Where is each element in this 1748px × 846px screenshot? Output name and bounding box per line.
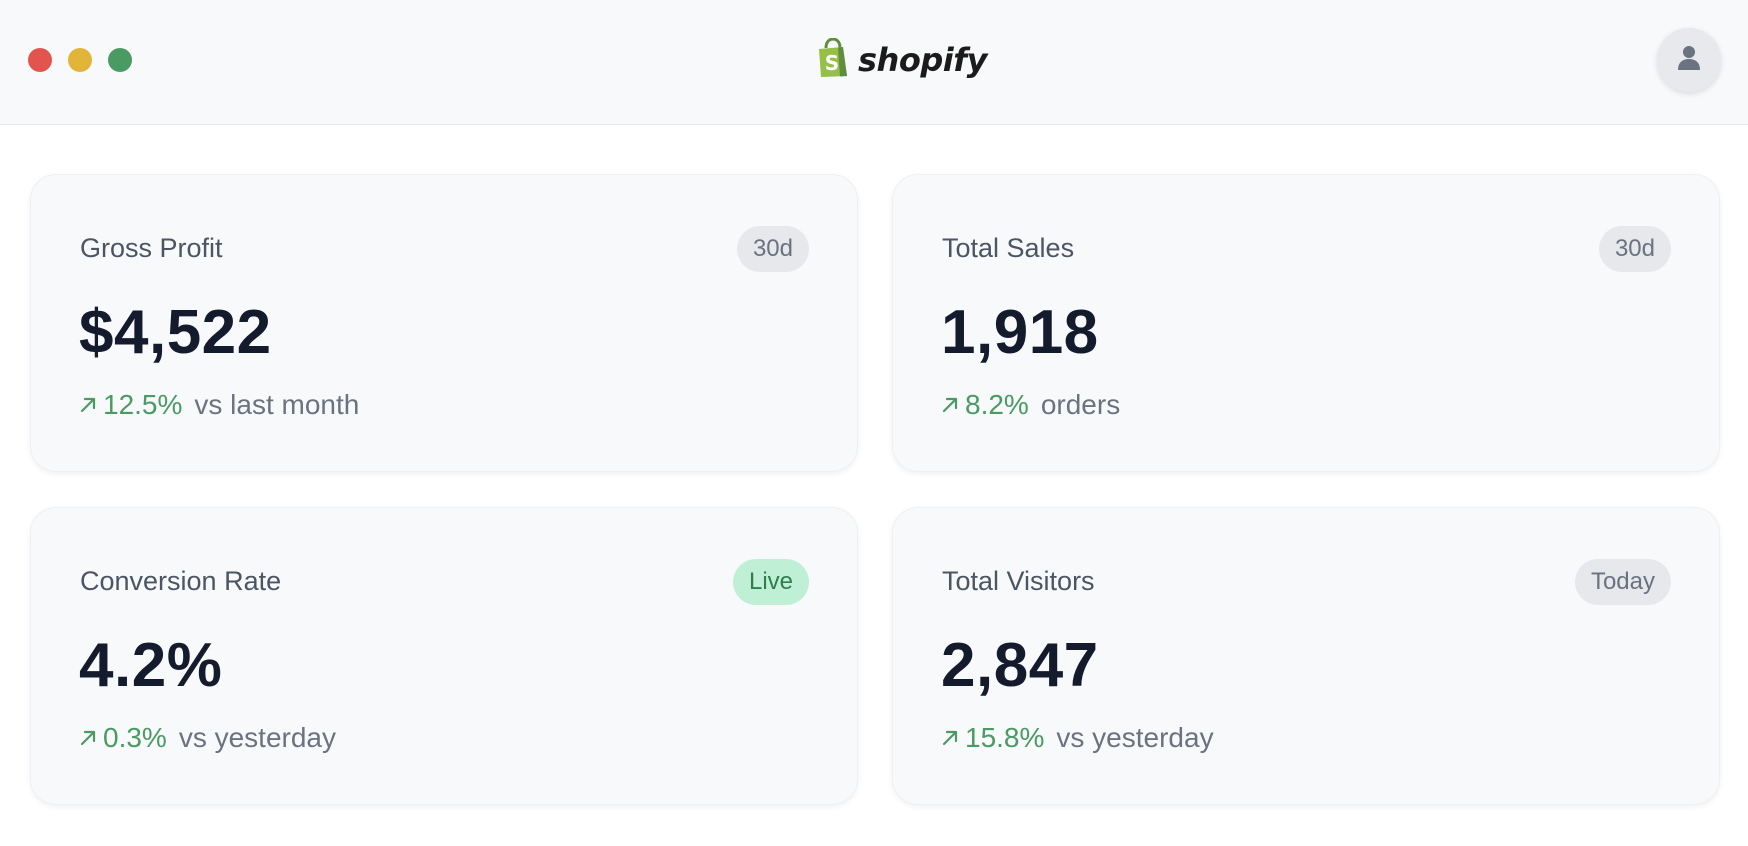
shopify-bag-icon: S: [816, 36, 850, 83]
card-label: Conversion Rate: [80, 566, 282, 596]
card-value: 1,918: [941, 298, 1099, 367]
brand-logo: S shopify: [816, 36, 987, 84]
trend-up-arrow-icon: [79, 396, 97, 414]
change-percent: 8.2%: [965, 389, 1029, 420]
maximize-window-button[interactable]: [108, 48, 132, 72]
card-value: $4,522: [79, 298, 272, 367]
change-percent: 12.5%: [103, 389, 183, 420]
close-window-button[interactable]: [28, 48, 52, 72]
stat-card-gross-profit[interactable]: Gross Profit 30d $4,522 12.5% vs last mo…: [30, 174, 858, 472]
change-percent: 15.8%: [965, 722, 1045, 753]
change-context: vs last month: [194, 389, 360, 420]
card-label: Gross Profit: [80, 233, 223, 263]
card-label: Total Sales: [942, 233, 1075, 263]
change-context: vs yesterday: [178, 722, 336, 753]
profile-button[interactable]: [1657, 28, 1721, 92]
stat-card-total-visitors[interactable]: Total Visitors Today 2,847 15.8% vs yest…: [892, 507, 1720, 805]
change-percent: 0.3%: [103, 722, 167, 753]
live-badge: Live: [732, 559, 809, 605]
trend-up-arrow-icon: [79, 729, 97, 747]
user-icon: [1677, 45, 1701, 76]
card-label: Total Visitors: [942, 566, 1095, 596]
stat-card-conversion-rate[interactable]: Conversion Rate Live 4.2% 0.3% vs yester…: [30, 507, 858, 805]
period-badge: 30d: [1598, 226, 1671, 272]
brand-name: shopify: [858, 41, 987, 79]
stat-card-total-sales[interactable]: Total Sales 30d 1,918 8.2% orders: [892, 174, 1720, 472]
trend-up-arrow-icon: [941, 396, 959, 414]
change-context: orders: [1040, 389, 1121, 420]
minimize-window-button[interactable]: [68, 48, 92, 72]
card-delta: 0.3% vs yesterday: [79, 722, 336, 754]
change-context: vs yesterday: [1056, 722, 1214, 753]
period-badge: 30d: [736, 226, 809, 272]
card-value: 4.2%: [79, 631, 223, 700]
card-delta: 12.5% vs last month: [79, 389, 359, 421]
title-bar: S shopify: [0, 0, 1748, 125]
card-delta: 8.2% orders: [941, 389, 1120, 421]
period-badge: Today: [1574, 559, 1671, 605]
svg-text:S: S: [825, 51, 839, 75]
card-delta: 15.8% vs yesterday: [941, 722, 1214, 754]
card-value: 2,847: [941, 631, 1099, 700]
trend-up-arrow-icon: [941, 729, 959, 747]
